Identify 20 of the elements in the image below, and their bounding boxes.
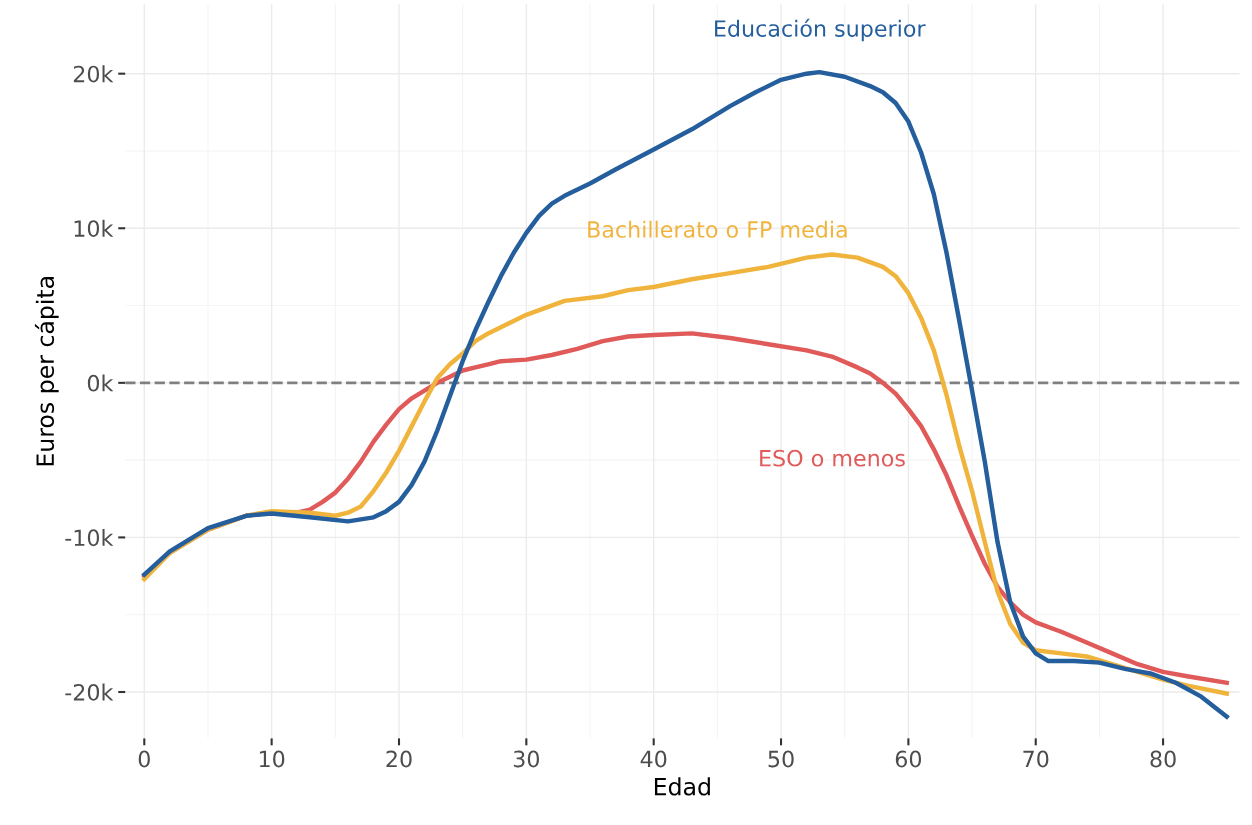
x-tick-label: 40: [640, 750, 667, 768]
y-axis-title: Euros per cápita: [34, 277, 59, 466]
x-tick-label: 20: [386, 750, 412, 768]
series-label: ESO o menos: [760, 449, 905, 467]
y-tick-label: 0k: [87, 374, 114, 392]
line-series: [142, 69, 1229, 719]
x-tick-label: 60: [895, 750, 922, 768]
x-tick-label: 30: [513, 750, 539, 768]
y-tick-label: -10k: [65, 528, 114, 547]
x-tick-label: 70: [1023, 750, 1049, 768]
x-tick-label: 80: [1150, 750, 1176, 768]
y-tick-label: -20k: [65, 683, 114, 701]
series-label: Bachillerato o FP media: [588, 220, 847, 238]
series-label: Educación superior: [715, 18, 926, 42]
y-tick-label: 20k: [73, 65, 114, 83]
x-tick-label: 50: [768, 750, 794, 768]
x-axis-title: Edad: [654, 777, 710, 796]
x-tick-label: 0: [138, 750, 150, 768]
y-tick-label: 10k: [74, 219, 114, 238]
x-tick-label: 10: [259, 750, 285, 768]
